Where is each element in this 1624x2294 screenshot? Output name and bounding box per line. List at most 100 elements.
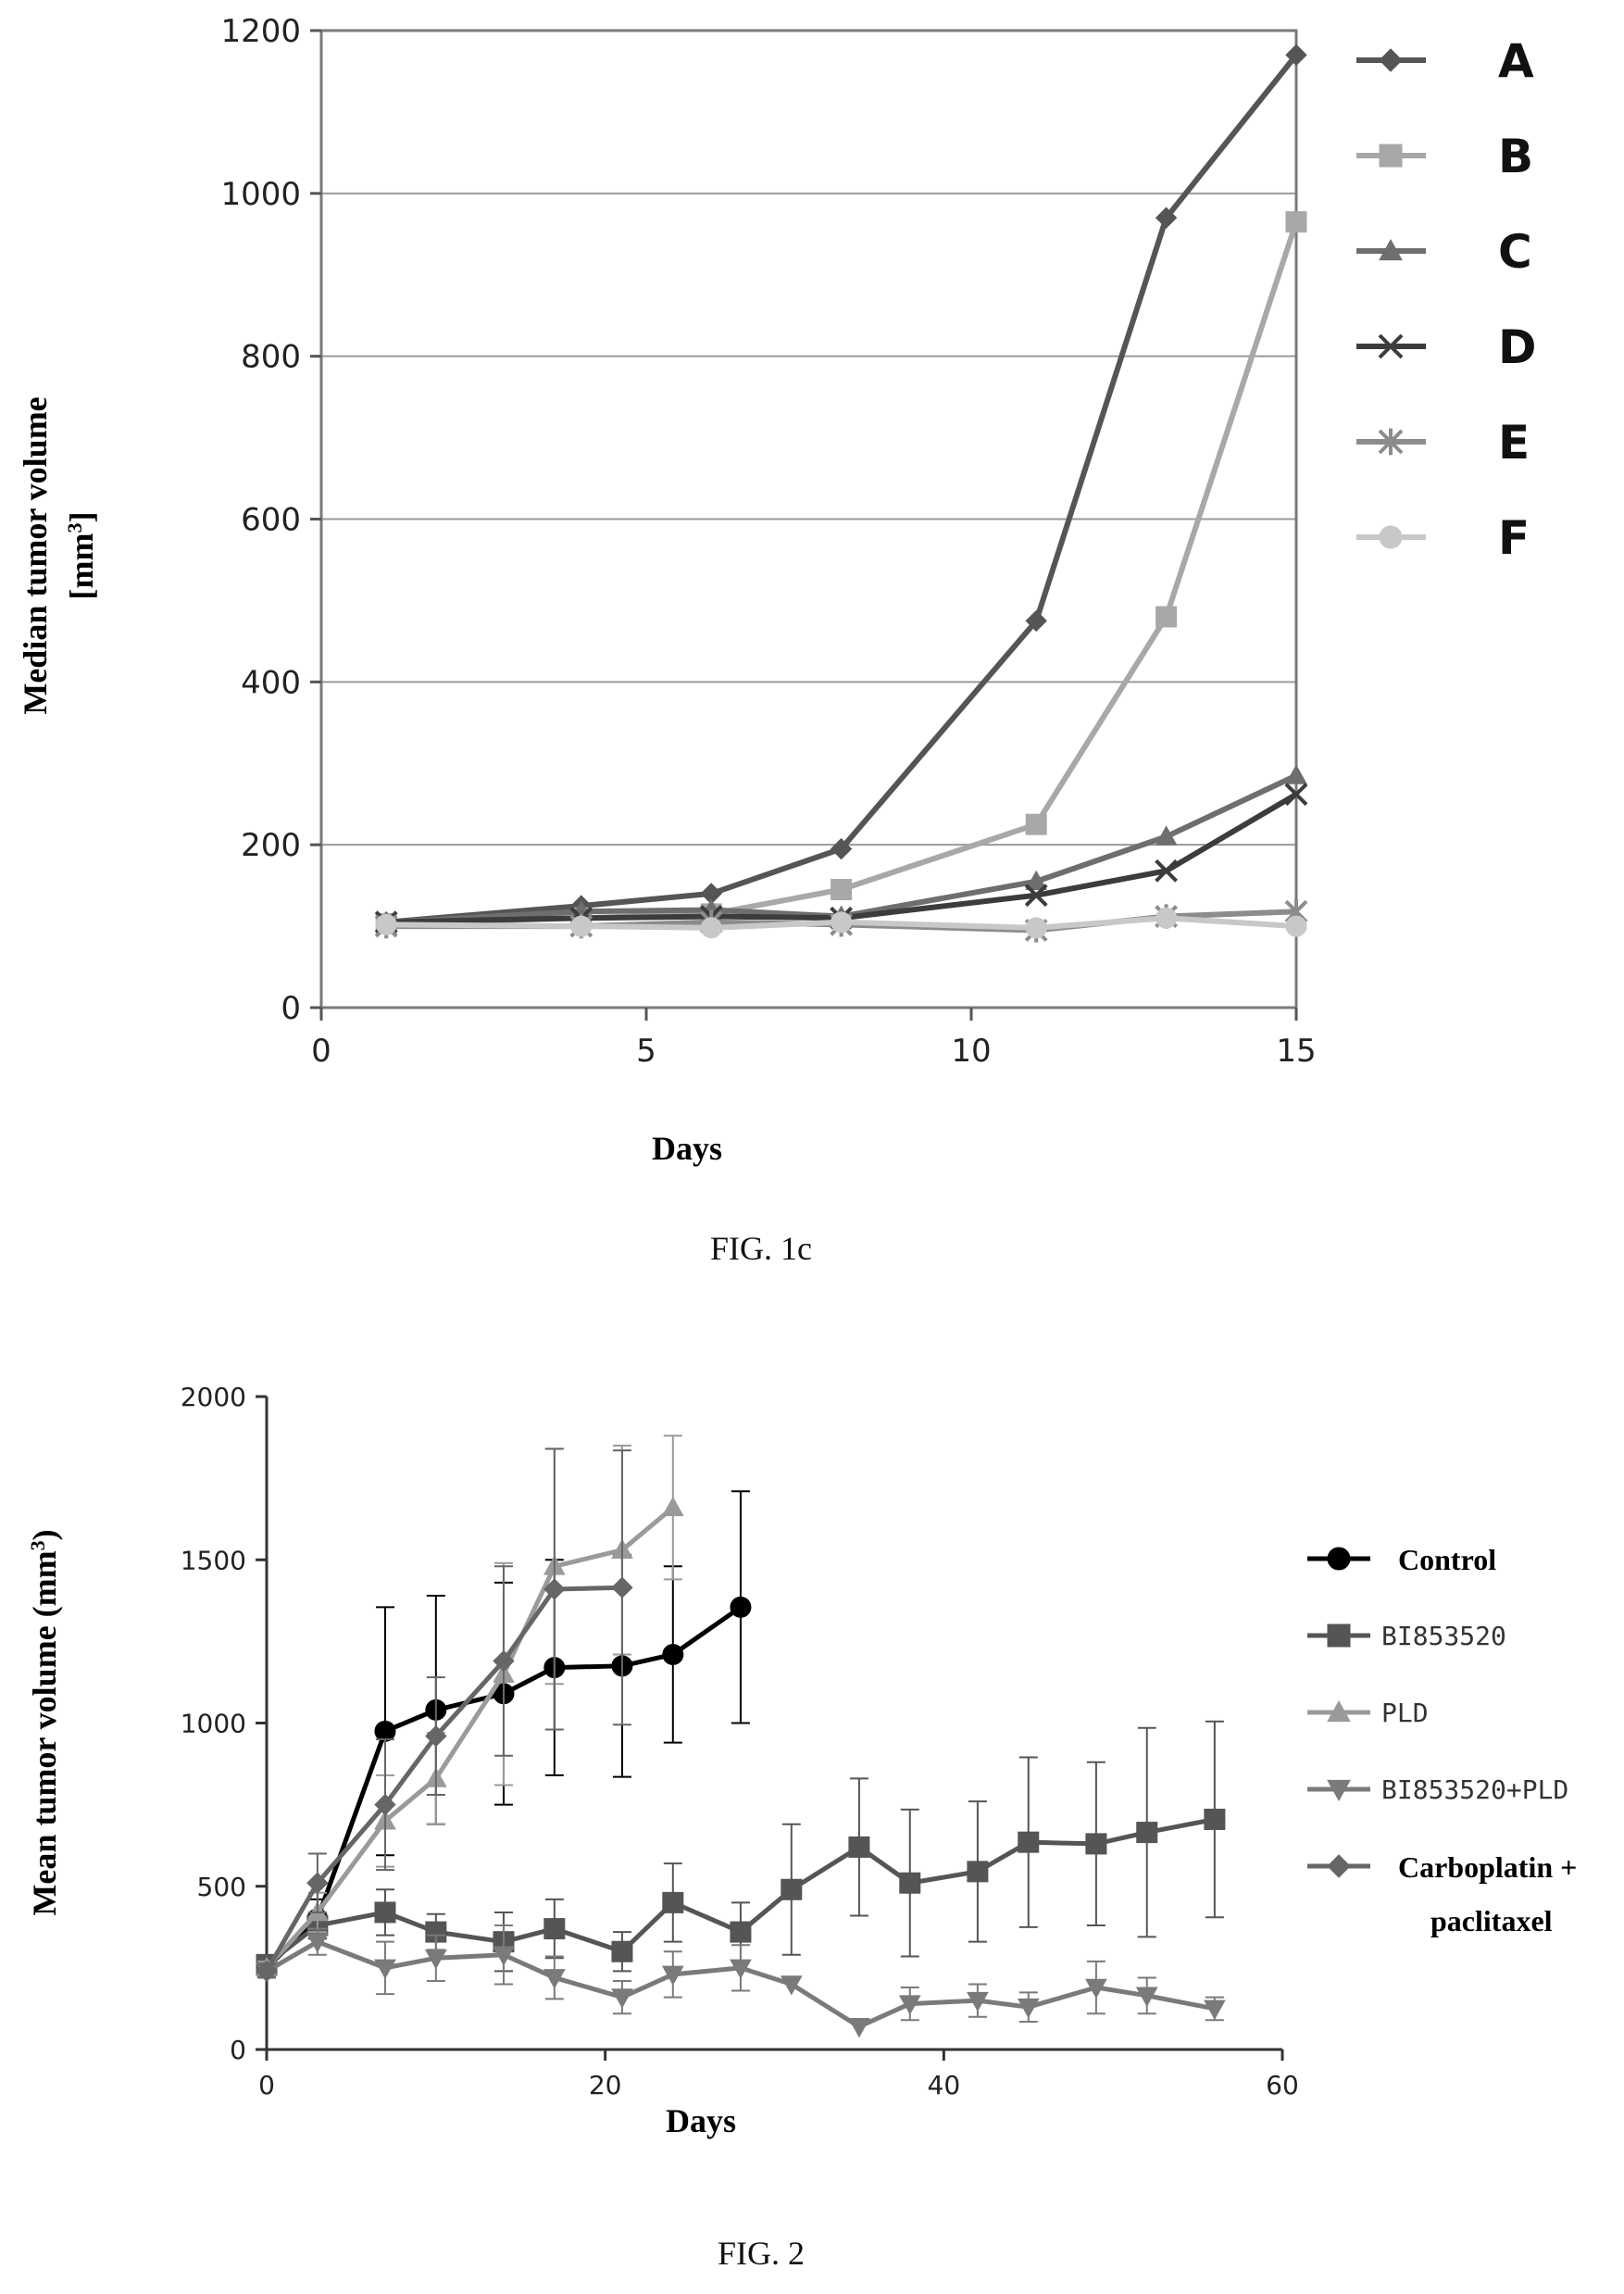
legend-marker xyxy=(1379,144,1403,168)
data-point xyxy=(1285,915,1307,937)
y-tick-label: 600 xyxy=(241,502,301,539)
data-point xyxy=(1285,211,1307,233)
data-point xyxy=(1284,783,1308,807)
data-point xyxy=(1085,1978,1107,1999)
series-F xyxy=(375,907,1307,939)
data-point xyxy=(570,915,593,937)
legend-label: B xyxy=(1498,130,1533,183)
legend-marker xyxy=(1378,428,1404,456)
data-point xyxy=(1017,1998,1040,2019)
legend-label: E xyxy=(1498,416,1530,470)
legend-label: A xyxy=(1498,34,1534,88)
legend-label: PLD xyxy=(1381,1698,1429,1728)
chart-fig-2: 0 500 1000 1500 2000 0 20 40 60 Days Mean tumor vo… xyxy=(26,1382,1578,2272)
legend-marker xyxy=(1327,1547,1351,1571)
data-point xyxy=(780,1975,803,1996)
data-point xyxy=(1025,917,1047,939)
data-point xyxy=(1156,907,1178,929)
x-tick-label: 15 xyxy=(1276,1033,1316,1070)
data-point xyxy=(1155,825,1178,846)
x-axis-title: Days xyxy=(652,1130,722,1167)
data-point xyxy=(848,1836,870,1858)
data-point xyxy=(1025,870,1048,891)
legend-marker xyxy=(1379,525,1403,549)
x-tick-label: 10 xyxy=(951,1033,991,1070)
y-tick-label: 1500 xyxy=(181,1545,246,1575)
series-line xyxy=(385,53,1299,925)
legend-label: BI853520 xyxy=(1381,1621,1506,1651)
figure-caption: FIG. 2 xyxy=(718,2235,805,2272)
legend-label: BI853520+PLD xyxy=(1381,1774,1568,1805)
y-axis-title: Mean tumor volume (mm3) xyxy=(26,1529,64,1915)
x-tick-label: 0 xyxy=(258,2070,275,2100)
x-tick-label: 60 xyxy=(1266,2070,1299,2100)
y-axis-unit: [mm3] xyxy=(63,512,101,600)
data-point xyxy=(374,1793,396,1816)
data-point xyxy=(611,1940,633,1962)
data-point xyxy=(374,1720,396,1742)
y-axis-title: Median tumor volume xyxy=(17,396,54,714)
legend-label: C xyxy=(1498,225,1532,279)
data-point xyxy=(662,1643,684,1665)
y-tick-label: 1200 xyxy=(220,13,301,50)
data-point xyxy=(543,1578,566,1600)
series-A xyxy=(375,44,1307,934)
data-point xyxy=(899,1872,921,1894)
x-tick-label: 40 xyxy=(928,2070,961,2100)
data-point xyxy=(662,1891,684,1913)
data-point xyxy=(1135,1987,1158,2007)
legend-marker xyxy=(1379,48,1403,72)
data-point xyxy=(375,913,397,935)
series-bi853520 xyxy=(256,1720,1226,1975)
legend-marker xyxy=(1327,1623,1351,1648)
data-point xyxy=(1025,609,1047,633)
y-tick-label: 2000 xyxy=(181,1382,246,1412)
legend-label: Control xyxy=(1398,1543,1496,1576)
data-point xyxy=(543,1918,566,1940)
data-point xyxy=(1285,764,1307,784)
data-point xyxy=(730,1596,752,1618)
data-point xyxy=(374,1901,396,1924)
data-point xyxy=(967,1861,989,1883)
data-point xyxy=(1085,1833,1107,1855)
legend-marker xyxy=(1378,333,1404,359)
figure-caption: FIG. 1c xyxy=(710,1230,812,1267)
x-tick-label: 0 xyxy=(311,1033,331,1070)
data-point xyxy=(493,1946,515,1966)
legend-label-line2: paclitaxel xyxy=(1430,1904,1553,1937)
y-tick-label: 0 xyxy=(281,990,301,1027)
data-point xyxy=(661,1496,684,1517)
data-point xyxy=(1155,207,1178,229)
data-point xyxy=(306,1872,329,1894)
legend-label: Carboplatin + xyxy=(1398,1850,1577,1884)
data-point xyxy=(374,1959,396,1979)
y-tick-label: 400 xyxy=(241,664,301,701)
data-point xyxy=(425,1724,447,1748)
y-tick-label: 800 xyxy=(241,339,301,376)
data-point xyxy=(830,837,853,860)
data-point xyxy=(848,2018,870,2038)
data-point xyxy=(543,1969,566,1989)
data-point xyxy=(493,1649,515,1673)
data-point xyxy=(661,1965,684,1986)
legend-marker xyxy=(1327,1779,1351,1802)
data-point xyxy=(1155,859,1179,883)
data-point xyxy=(700,917,722,939)
data-point xyxy=(1285,44,1307,67)
legend-marker xyxy=(1379,238,1403,261)
data-point xyxy=(1024,884,1048,908)
data-point xyxy=(1136,1822,1158,1844)
data-point xyxy=(611,1576,633,1598)
data-point xyxy=(730,1921,752,1943)
legend-marker xyxy=(1327,1854,1351,1878)
data-point xyxy=(967,1991,989,2012)
x-axis-title: Days xyxy=(666,2102,736,2139)
data-point xyxy=(898,1995,921,2015)
x-tick-label: 5 xyxy=(636,1033,656,1070)
series-line xyxy=(265,1505,675,1970)
data-point xyxy=(1018,1831,1040,1853)
legend-label: D xyxy=(1498,320,1537,374)
data-point xyxy=(1156,606,1178,628)
data-point xyxy=(424,1949,447,1970)
